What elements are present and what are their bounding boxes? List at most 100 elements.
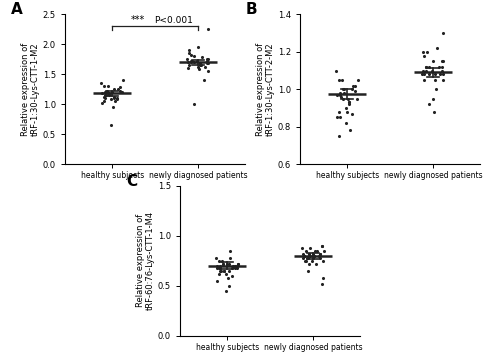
Point bbox=[431, 77, 439, 83]
Point bbox=[336, 77, 344, 83]
Point bbox=[118, 89, 126, 95]
Point bbox=[233, 263, 241, 268]
Point bbox=[334, 92, 342, 98]
Point bbox=[110, 86, 118, 92]
Point bbox=[298, 245, 306, 251]
Point bbox=[300, 253, 308, 258]
Point bbox=[106, 122, 114, 128]
Point bbox=[310, 253, 318, 258]
Text: C: C bbox=[126, 174, 137, 188]
Point bbox=[228, 273, 236, 278]
Point bbox=[116, 88, 124, 94]
Point bbox=[220, 268, 228, 273]
Point bbox=[114, 86, 122, 92]
Point bbox=[187, 59, 195, 65]
Point bbox=[342, 120, 349, 126]
Point bbox=[302, 258, 310, 263]
Y-axis label: Relative expression of
tRF-60:76-Lys-CTT-1-M4: Relative expression of tRF-60:76-Lys-CTT… bbox=[136, 211, 155, 310]
Point bbox=[213, 278, 221, 283]
Point bbox=[344, 109, 351, 115]
Point bbox=[438, 64, 446, 70]
Point bbox=[336, 109, 344, 115]
Point bbox=[318, 243, 326, 248]
Point bbox=[195, 67, 203, 72]
Point bbox=[353, 96, 361, 101]
Point bbox=[432, 86, 440, 92]
Point bbox=[204, 61, 212, 66]
Point bbox=[420, 71, 428, 77]
Point bbox=[101, 95, 109, 101]
Point bbox=[305, 261, 313, 266]
Point bbox=[98, 80, 106, 86]
Point bbox=[104, 91, 112, 96]
Point bbox=[216, 265, 224, 271]
Point bbox=[318, 243, 326, 248]
Point bbox=[110, 99, 118, 104]
Point bbox=[116, 85, 124, 90]
Point bbox=[438, 58, 446, 64]
Point bbox=[420, 77, 428, 83]
Point bbox=[198, 55, 206, 60]
Point bbox=[348, 86, 356, 92]
Point bbox=[300, 253, 308, 258]
Point bbox=[438, 71, 446, 77]
Point bbox=[232, 263, 239, 268]
Point bbox=[224, 275, 232, 281]
Point bbox=[342, 105, 350, 111]
Point bbox=[216, 258, 224, 263]
Point bbox=[340, 90, 348, 96]
Point bbox=[216, 271, 224, 276]
Point bbox=[185, 50, 193, 56]
Point bbox=[224, 261, 232, 266]
Point bbox=[422, 68, 430, 74]
Text: P<0.001: P<0.001 bbox=[154, 16, 194, 25]
Point bbox=[318, 275, 326, 281]
Point bbox=[333, 115, 341, 120]
Point bbox=[113, 97, 121, 102]
Point bbox=[196, 61, 204, 66]
Point bbox=[196, 62, 204, 68]
Point bbox=[336, 94, 344, 100]
Point bbox=[304, 251, 312, 256]
Point bbox=[435, 64, 443, 70]
Point bbox=[428, 68, 436, 74]
Point bbox=[346, 128, 354, 134]
Point bbox=[318, 281, 326, 286]
Text: A: A bbox=[11, 2, 23, 17]
Point bbox=[101, 89, 109, 95]
Point bbox=[310, 255, 318, 261]
Point bbox=[218, 258, 226, 263]
Point bbox=[190, 54, 198, 59]
Point bbox=[430, 96, 438, 101]
Text: B: B bbox=[246, 2, 258, 17]
Point bbox=[234, 261, 241, 266]
Point bbox=[436, 71, 444, 77]
Point bbox=[345, 100, 353, 105]
Point bbox=[190, 101, 198, 107]
Point bbox=[310, 253, 318, 258]
Point bbox=[228, 265, 236, 271]
Point bbox=[308, 258, 316, 263]
Point bbox=[100, 99, 108, 104]
Point bbox=[202, 58, 210, 64]
Point bbox=[422, 64, 430, 70]
Point bbox=[104, 84, 112, 89]
Point bbox=[304, 268, 312, 273]
Point bbox=[184, 59, 192, 65]
Point bbox=[418, 71, 426, 77]
Point bbox=[439, 58, 447, 64]
Point bbox=[316, 251, 324, 256]
Point bbox=[222, 288, 230, 293]
Point bbox=[312, 261, 320, 266]
Point bbox=[203, 61, 211, 66]
Point bbox=[114, 95, 122, 101]
Point bbox=[306, 253, 314, 258]
Point bbox=[350, 88, 358, 94]
Point bbox=[204, 69, 212, 74]
Point bbox=[230, 265, 238, 271]
Point bbox=[192, 58, 200, 64]
Point bbox=[194, 64, 202, 70]
Point bbox=[102, 92, 110, 98]
Point bbox=[424, 71, 432, 77]
Point bbox=[233, 265, 241, 271]
